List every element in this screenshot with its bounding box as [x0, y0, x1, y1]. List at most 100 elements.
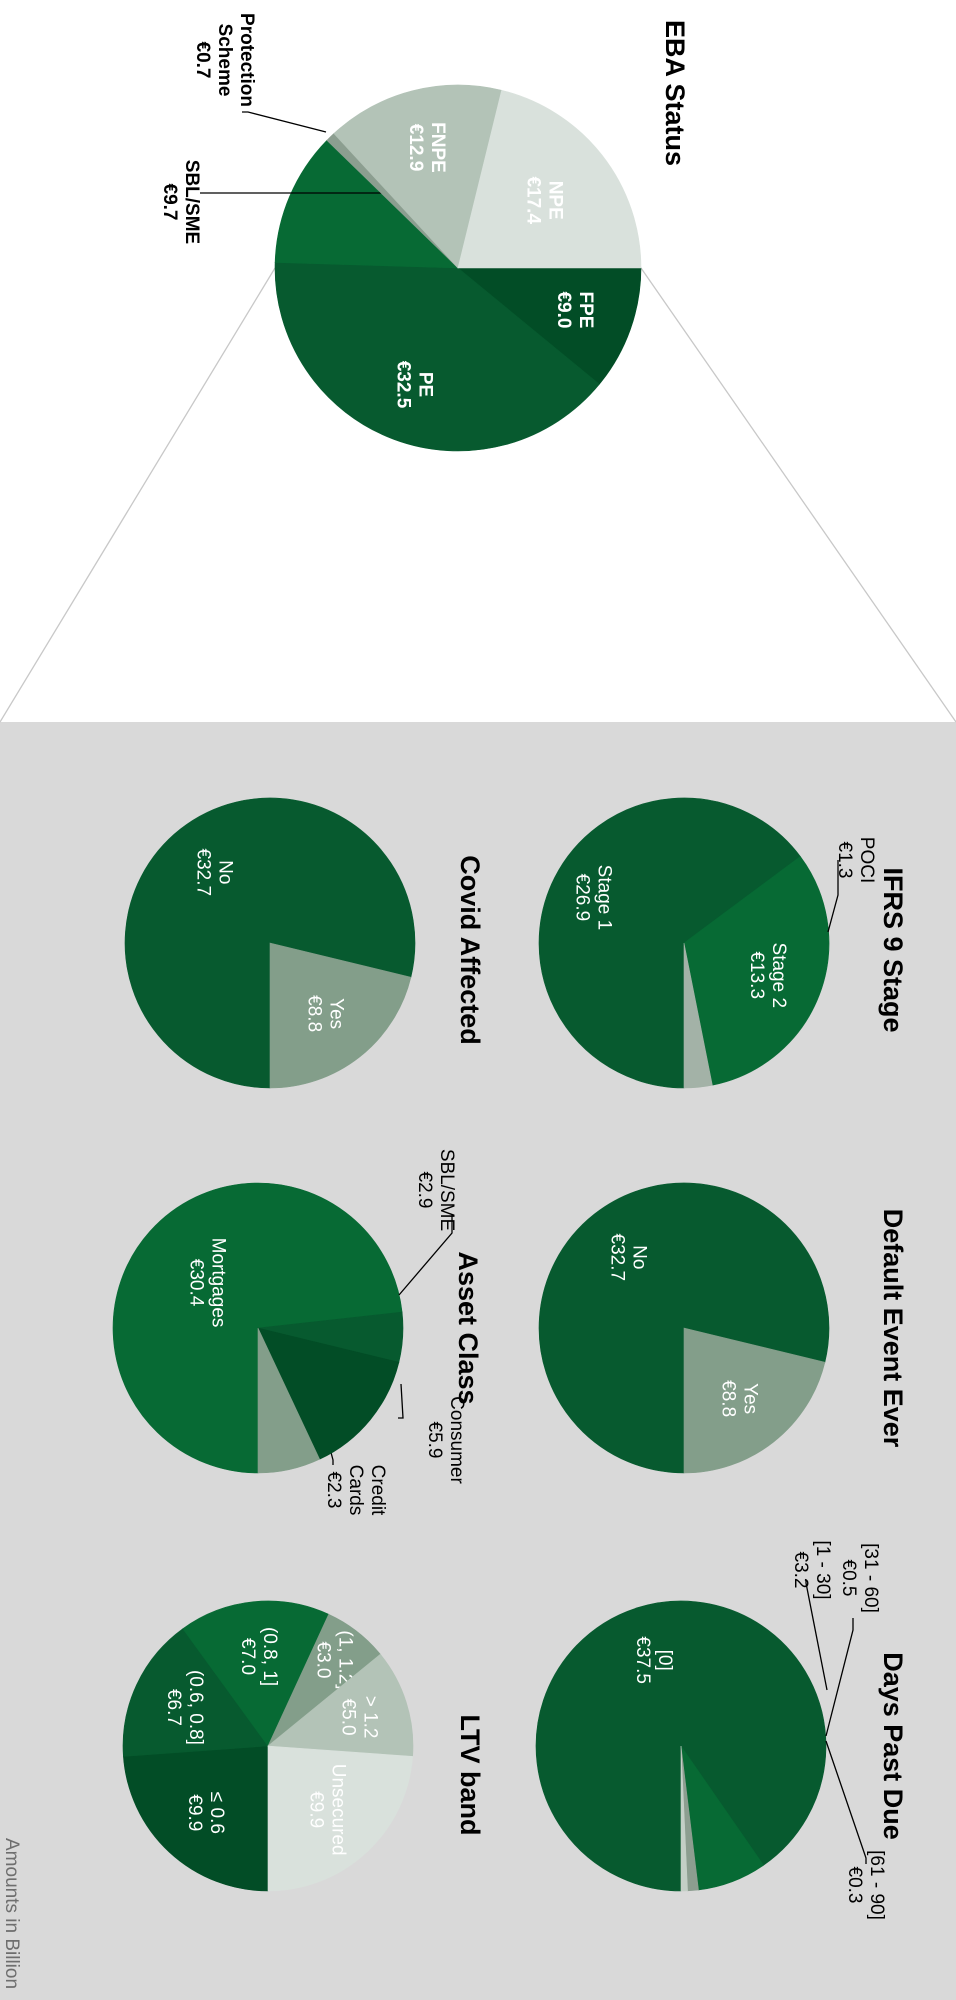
slice-label-stage-1: Stage 1€26.9	[571, 865, 614, 931]
slice-label-yes-line: €8.8	[718, 1380, 739, 1417]
slice-label-protection-scheme-line: Scheme	[214, 24, 235, 97]
pie-chart-days-past-due: Days Past Due[0]€37.5[1 - 30]€3.2 [31 - 6…	[535, 1540, 908, 1920]
pie-slice-consumer	[257, 1327, 400, 1460]
slice-label-npe: NPE€17.4	[522, 176, 565, 224]
connector-line-bottom	[0, 267, 276, 723]
slice-label-protection-scheme: ProtectionScheme€0.7	[192, 13, 257, 107]
leader-line-protection-scheme	[242, 111, 327, 133]
slice-label-yes: Yes€8.8	[304, 995, 347, 1032]
pie-slice-fnpe	[333, 84, 503, 269]
pie-chart-covid-affected: Covid Affected No€32.7 Yes€8.8	[124, 797, 485, 1089]
rotated-chart-group: EBA Status FPE€9.0 PE€32.5 SBL/SME€9.7 Prote…	[0, 13, 956, 2000]
pie-chart-default-event-ever: Default Event Ever No€32.7 Yes€8.8	[538, 1182, 908, 1474]
slice-label-1-30: [1 - 30]€3.2	[790, 1540, 833, 1599]
pie-slice-0-6-0-8	[122, 1628, 269, 1757]
slice-label-stage-2-line: €13.3	[746, 951, 767, 999]
slice-label-61-90: [61 - 90]€0.3	[844, 1850, 887, 1920]
pie-slice-0-6	[123, 1745, 269, 1892]
slice-label-0-6-line: ≤ 0.6	[206, 1792, 227, 1834]
slice-label-poci: POCI€1.3	[834, 837, 877, 883]
slice-label-stage-1-line: €26.9	[571, 874, 592, 922]
slice-label-consumer-line: Consumer	[446, 1396, 467, 1484]
leader-line-poci	[827, 860, 839, 933]
slice-label-unsecured: Unsecured€9.9	[305, 1764, 348, 1856]
pie-slice-sbl-sme	[274, 139, 459, 269]
slice-label-sbl-sme-line: SBL/SME	[436, 1149, 457, 1231]
slice-label-yes-line: Yes	[326, 998, 347, 1029]
slice-label-61-90-line: [61 - 90]	[866, 1850, 887, 1920]
slice-label-credit-cards-line: Cards	[345, 1465, 366, 1516]
slice-label-31-60-line: €0.5	[838, 1560, 859, 1597]
slice-label-1-1-2: (1, 1.2]€3.0	[313, 1630, 356, 1689]
footnote-amounts: Amounts in Billion	[1, 1838, 22, 1989]
slice-label-no-line: €32.7	[192, 849, 213, 897]
slice-label-fpe-line: €9.0	[553, 291, 574, 328]
slice-label-fnpe: FNPE€12.9	[405, 122, 448, 173]
chart-title-ifrs-9-stage: IFRS 9 Stage	[878, 867, 908, 1032]
slice-label-0-8-1-line: (0.8, 1]	[259, 1627, 280, 1686]
slice-label-sbl-sme: SBL/SME€2.9	[414, 1149, 457, 1231]
slice-label-61-90-line: €0.3	[844, 1867, 865, 1904]
slice-label-0-8-1: (0.8, 1]€7.0	[237, 1627, 280, 1686]
slice-label-1-2-line: €5.0	[337, 1699, 358, 1736]
slice-label-pe-line: PE	[414, 372, 435, 397]
slice-label-consumer: Consumer€5.9	[424, 1396, 467, 1484]
slice-label-fnpe-line: €12.9	[405, 124, 426, 172]
chart-title-eba-status: EBA Status	[660, 20, 690, 166]
slice-label-credit-cards: CreditCards€2.3	[323, 1465, 388, 1516]
slice-label-1-2: > 1.2€5.0	[337, 1696, 380, 1739]
pie-slice-pe	[274, 262, 600, 452]
pie-slice-1-2	[267, 1653, 414, 1757]
pie-slice-stage-1	[538, 797, 801, 1089]
slice-label-poci-line: POCI	[856, 837, 877, 883]
slice-label-protection-scheme-line: Protection	[236, 13, 257, 107]
slice-label-yes-line: €8.8	[304, 995, 325, 1032]
leader-line-31-60	[825, 1618, 854, 1737]
connector-line-top	[640, 267, 956, 723]
slice-label-1-30-line: [1 - 30]	[812, 1540, 833, 1599]
slice-label-sbl-sme: SBL/SME€9.7	[159, 160, 202, 244]
pie-slice-npe	[457, 89, 642, 269]
pie-chart-ifrs-9-stage: IFRS 9 Stage Stage 1€26.9 Stage 2€13.3 POCI…	[538, 797, 908, 1089]
chart-title-default-event-ever: Default Event Ever	[878, 1209, 908, 1448]
pie-slice-poci	[683, 942, 713, 1089]
slice-label-protection-scheme-line: €0.7	[192, 42, 213, 79]
slice-label-npe-line: NPE	[544, 181, 565, 220]
slice-label-0-6-0-8: (0.6, 0.8]€6.7	[163, 1670, 206, 1745]
slice-label-credit-cards-line: €2.3	[323, 1472, 344, 1509]
leader-line-sbl-sme	[398, 1214, 453, 1296]
pie-slice-fpe	[457, 267, 642, 385]
pie-chart-eba-status: EBA Status FPE€9.0 PE€32.5 SBL/SME€9.7 Prote…	[159, 13, 690, 452]
slice-label-no-line: €32.7	[606, 1234, 627, 1282]
slice-label-mortgages: Mortgages€30.4	[185, 1238, 228, 1328]
slice-label-stage-1-line: Stage 1	[593, 865, 614, 931]
chart-title-covid-affected: Covid Affected	[455, 855, 485, 1045]
slice-label-mortgages-line: €30.4	[185, 1259, 206, 1307]
slice-label-pe: PE€32.5	[392, 361, 435, 409]
leader-line-61-90	[825, 1740, 867, 1864]
slice-label-0-6: ≤ 0.6€9.9	[184, 1792, 227, 1834]
slice-label-0-8-1-line: €7.0	[237, 1638, 258, 1675]
slice-label-31-60: [31 - 60]€0.5	[838, 1543, 881, 1613]
pie-slice-61-90	[680, 1745, 688, 1892]
slice-label-consumer-line: €5.9	[424, 1422, 445, 1459]
slice-label-yes: Yes€8.8	[718, 1380, 761, 1417]
slice-label-fpe-line: FPE	[575, 291, 596, 328]
slice-label-pe-line: €32.5	[392, 361, 413, 409]
slice-label-0-6-line: €9.9	[184, 1794, 205, 1831]
slice-label-yes-line: Yes	[740, 1383, 761, 1414]
pie-slice-yes	[683, 1327, 826, 1474]
slice-label-31-60-line: [31 - 60]	[860, 1543, 881, 1613]
pie-chart-ltv-band: LTV band≤ 0.6€9.9(0.6, 0.8]€6.7(0.8, 1]€…	[122, 1600, 485, 1892]
pie-slice-unsecured	[267, 1745, 413, 1892]
pie-slice-sbl-sme	[257, 1327, 321, 1474]
pie-slice-stage-2	[683, 856, 830, 1086]
slice-label-0-6-0-8-line: €6.7	[163, 1689, 184, 1726]
slice-label-0-line: [0]	[654, 1650, 675, 1671]
slice-label-no: No€32.7	[192, 849, 235, 897]
slice-label-npe-line: €17.4	[522, 176, 543, 224]
chart-title-asset-class: Asset Class	[453, 1251, 483, 1404]
slice-label-sbl-sme-line: €2.9	[414, 1172, 435, 1209]
slice-label-1-30-line: €3.2	[790, 1552, 811, 1589]
pie-slice-yes	[269, 942, 412, 1089]
